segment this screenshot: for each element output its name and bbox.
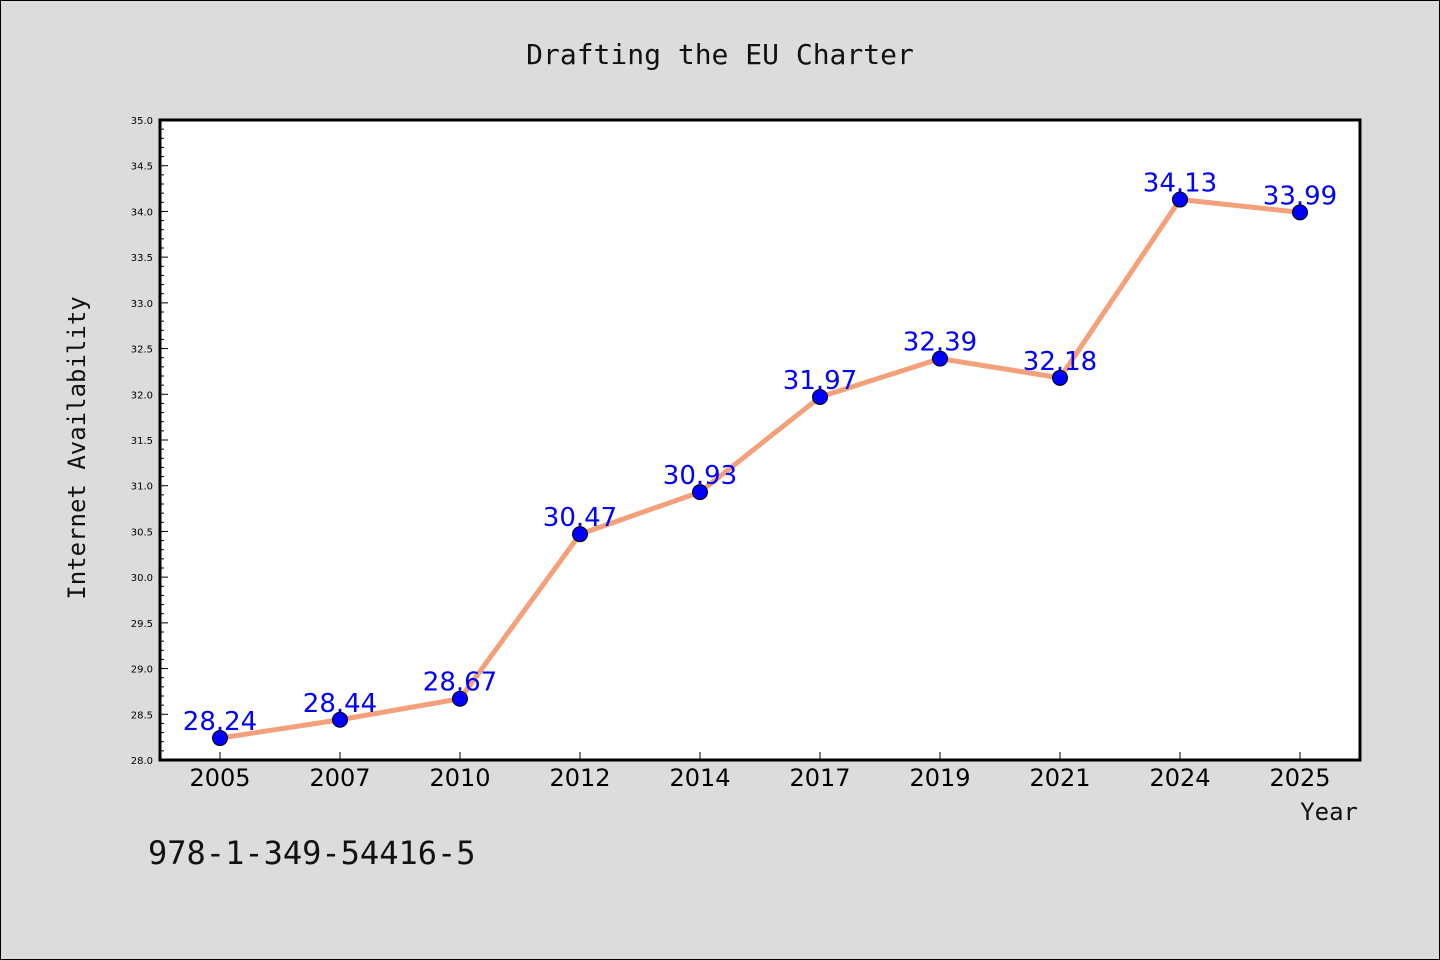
series-line — [219, 197, 1301, 741]
data-point — [212, 730, 228, 747]
x-tick-label: 2014 — [669, 764, 730, 792]
data-label: 28.67 — [423, 668, 497, 698]
y-tick-label: 33.0 — [131, 299, 153, 310]
data-label: 32.18 — [1023, 347, 1097, 377]
data-label: 28.44 — [303, 689, 377, 719]
data-point — [452, 690, 468, 707]
y-tick-label: 34.0 — [131, 207, 153, 218]
data-point — [1172, 191, 1188, 208]
data-label: 32.39 — [903, 328, 977, 358]
y-tick-label: 31.0 — [131, 482, 153, 493]
data-label: 28.24 — [183, 707, 257, 737]
data-point — [572, 526, 588, 543]
y-tick-label: 32.0 — [131, 390, 153, 401]
y-tick-label: 28.5 — [131, 710, 153, 721]
x-tick-label: 2024 — [1149, 764, 1210, 792]
y-tick-label: 29.5 — [131, 619, 153, 630]
y-tick-label: 32.5 — [131, 345, 153, 356]
data-label: 33.99 — [1263, 181, 1337, 211]
y-tick-label: 34.5 — [131, 162, 153, 173]
data-label: 30.93 — [663, 461, 737, 491]
isbn-annotation: 978-1-349-54416-5 — [148, 834, 476, 872]
data-label: 34.13 — [1143, 169, 1217, 199]
x-tick-label: 2019 — [909, 764, 970, 792]
data-labels-group: 28.24 28.44 28.67 30.47 30.93 31.97 32.39 32.18… — [183, 169, 1337, 738]
y-tick-label: 30.0 — [131, 573, 153, 584]
series-line-group — [212, 191, 1308, 747]
y-tick-label: 35.0 — [131, 116, 153, 127]
y-tick-label: 28.0 — [131, 756, 153, 767]
data-label: 30.47 — [543, 503, 617, 533]
chart-title: Drafting the EU Charter — [526, 38, 914, 71]
x-tick-label: 2007 — [309, 764, 370, 792]
x-tick-label: 2012 — [549, 764, 610, 792]
y-axis-label: Internet Availability — [63, 296, 91, 599]
y-tick-label: 33.5 — [131, 253, 153, 264]
data-point — [812, 389, 828, 406]
data-label: 31.97 — [783, 366, 857, 396]
x-axis-ticks: 2005 2007 2010 2012 2014 2017 2019 2021 2024 2025 — [189, 752, 1331, 792]
plot-area — [158, 118, 1362, 762]
data-point — [332, 711, 348, 728]
data-point — [932, 350, 948, 367]
y-tick-label: 30.5 — [131, 527, 153, 538]
x-tick-label: 2017 — [789, 764, 850, 792]
data-point — [1292, 204, 1308, 221]
data-point — [692, 484, 708, 501]
x-tick-label: 2010 — [429, 764, 490, 792]
y-tick-label: 31.5 — [131, 436, 153, 447]
x-tick-label: 2021 — [1029, 764, 1090, 792]
y-axis-ticks: 28.0 28.5 29.0 29.5 30.0 30.5 31.0 31.5 32.0 32.5… — [131, 116, 168, 767]
x-tick-label: 2005 — [189, 764, 250, 792]
data-point — [1052, 369, 1068, 386]
x-axis-label: Year — [1300, 798, 1358, 826]
x-tick-label: 2025 — [1269, 764, 1330, 792]
y-tick-label: 29.0 — [131, 665, 153, 676]
